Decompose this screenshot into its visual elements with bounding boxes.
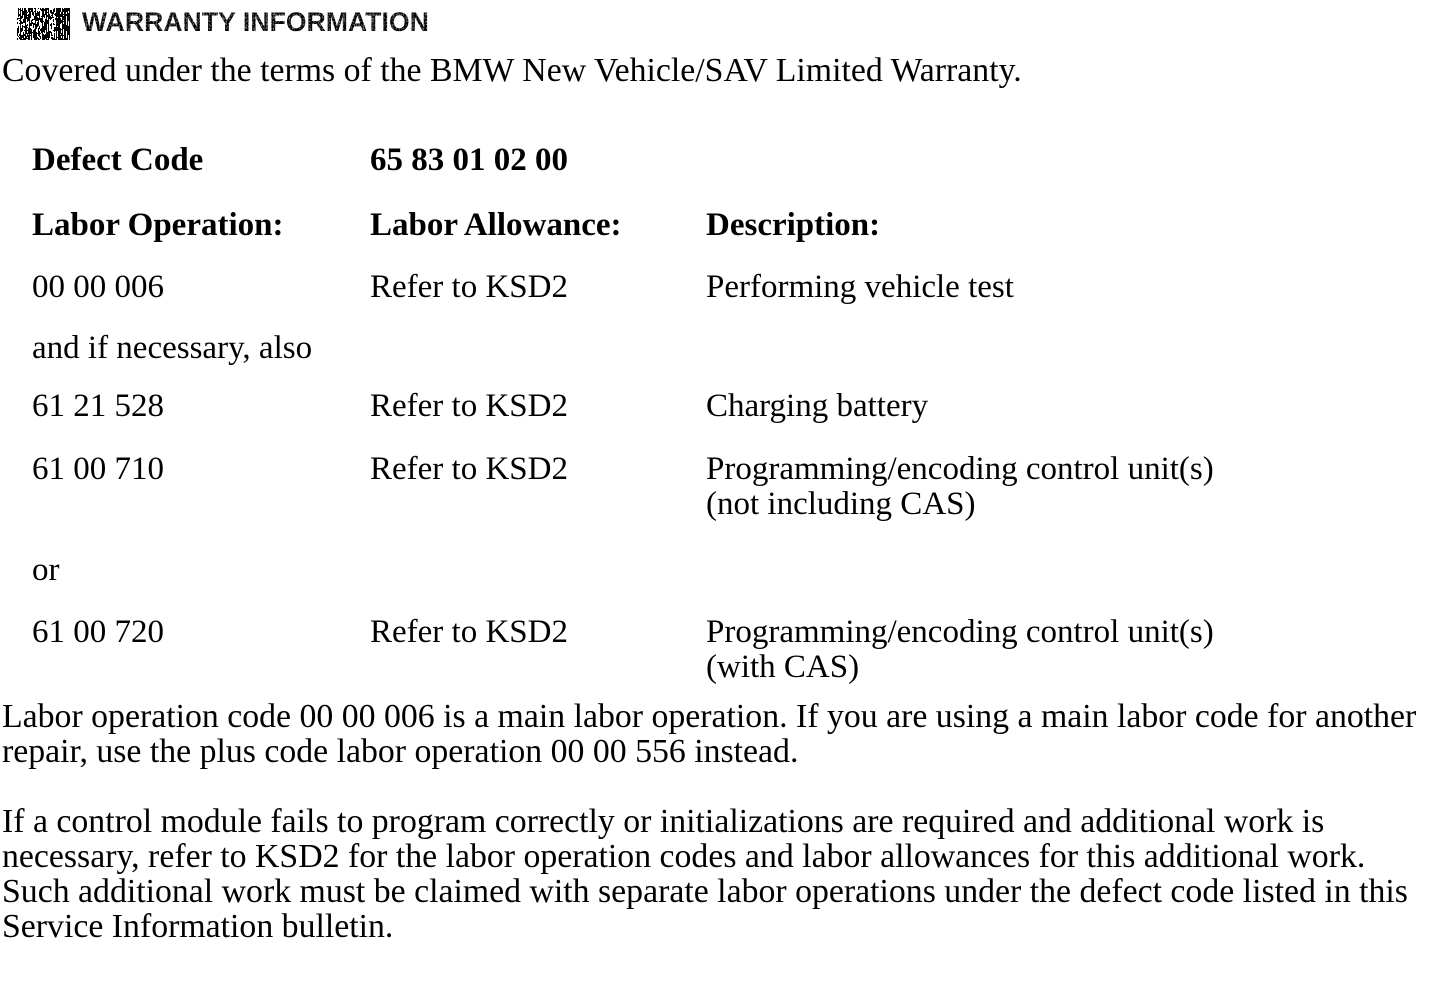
svg-text:WARRANTY INFORMATION: WARRANTY INFORMATION [82,7,429,37]
